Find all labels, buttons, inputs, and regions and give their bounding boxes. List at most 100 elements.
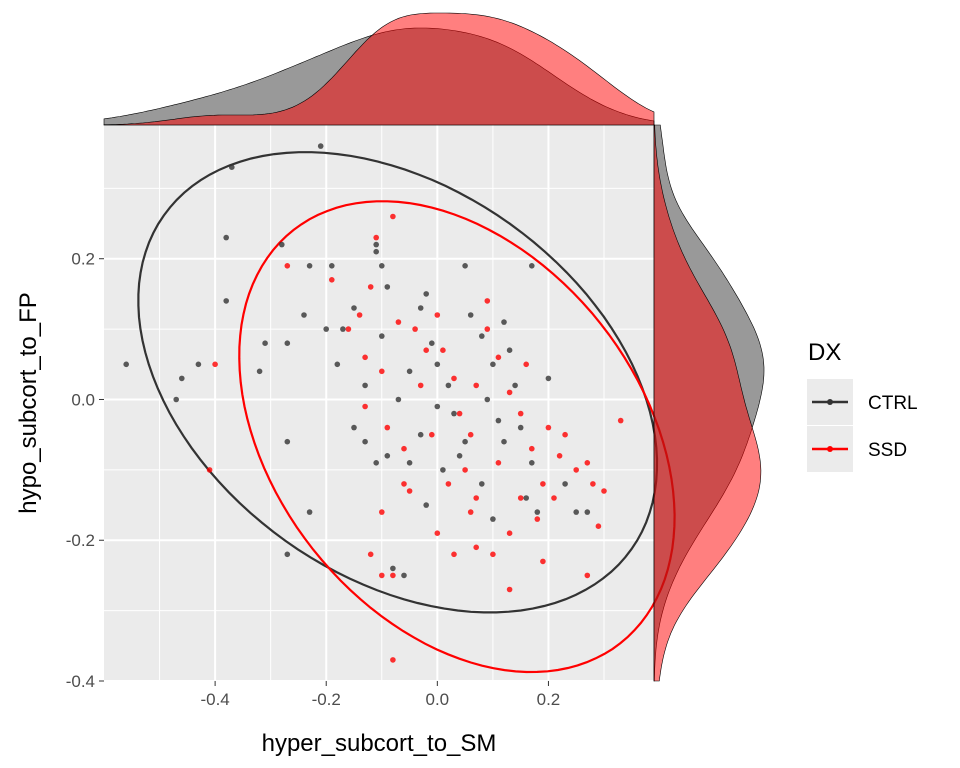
point-ctrl: [362, 438, 368, 445]
point-ctrl: [334, 361, 341, 368]
point-ssd: [401, 445, 407, 452]
point-ctrl: [501, 438, 507, 445]
point-ssd: [390, 572, 396, 579]
point-ssd: [390, 213, 396, 220]
grid-lines: [104, 125, 654, 682]
point-ssd: [445, 481, 452, 487]
point-ssd: [529, 445, 535, 452]
point-ctrl: [384, 453, 391, 459]
point-ctrl: [495, 417, 502, 424]
point-ssd: [284, 263, 291, 269]
point-ssd: [390, 657, 396, 663]
point-ctrl: [384, 284, 391, 290]
point-ssd: [556, 453, 563, 459]
y-tick-label: -0.4: [66, 672, 95, 691]
point-ssd: [595, 523, 602, 529]
point-ssd: [484, 326, 491, 332]
point-ssd: [345, 326, 352, 332]
point-ctrl: [523, 495, 529, 501]
point-ctrl: [434, 403, 441, 410]
x-tick-label: -0.2: [312, 690, 341, 709]
point-ssd: [362, 354, 368, 361]
point-ssd: [517, 495, 524, 501]
point-ssd: [495, 354, 502, 361]
point-ctrl: [362, 382, 368, 389]
point-ctrl: [456, 453, 463, 459]
point-ctrl: [529, 263, 535, 269]
point-ctrl: [434, 361, 441, 368]
legend: DX CTRL SSD: [807, 339, 918, 472]
point-ssd: [562, 431, 568, 438]
point-ctrl: [545, 375, 552, 382]
point-ssd: [367, 551, 374, 558]
point-ssd: [206, 467, 213, 473]
x-axis: -0.4 -0.2 0.0 0.2: [200, 681, 560, 709]
point-ctrl: [417, 305, 424, 311]
point-ctrl: [379, 263, 385, 269]
plot-panel-background: [104, 125, 654, 681]
point-ssd: [429, 431, 435, 438]
point-ssd: [406, 488, 413, 494]
top-marginal-density: [103, 12, 655, 126]
point-ssd: [379, 368, 385, 375]
point-ctrl: [462, 438, 468, 445]
point-ctrl: [351, 424, 357, 431]
point-ssd: [506, 530, 513, 536]
x-axis-title: hyper_subcort_to_SM: [262, 730, 497, 757]
point-ssd: [401, 481, 407, 487]
y-axis-title: hypo_subcort_to_FP: [15, 292, 42, 513]
point-ctrl: [229, 164, 235, 170]
point-ctrl: [573, 509, 579, 515]
point-ctrl: [529, 460, 535, 466]
point-ssd: [423, 347, 430, 354]
point-ssd: [490, 551, 496, 558]
right-marginal-density: [653, 124, 765, 682]
point-ssd: [473, 382, 480, 389]
point-ctrl: [423, 291, 430, 297]
scatter-points: [123, 143, 624, 663]
point-ctrl: [451, 410, 457, 417]
right-density-ssd: [653, 124, 762, 682]
point-ctrl: [306, 509, 313, 515]
legend-title: DX: [808, 339, 841, 366]
point-ctrl: [373, 460, 380, 466]
ellipse-ctrl: [137, 151, 659, 614]
point-ssd: [545, 424, 552, 431]
point-ssd: [534, 516, 541, 522]
point-ctrl: [490, 516, 496, 522]
point-ctrl: [373, 241, 380, 248]
point-ctrl: [423, 502, 430, 508]
point-ssd: [440, 347, 446, 354]
x-tick-label: 0.0: [426, 690, 450, 709]
point-ctrl: [301, 312, 307, 318]
point-ssd: [356, 312, 363, 318]
point-ssd: [379, 509, 385, 515]
point-ssd: [373, 234, 380, 241]
point-ctrl: [195, 361, 202, 368]
point-ctrl: [373, 248, 380, 255]
point-ssd: [506, 389, 513, 396]
point-ctrl: [256, 368, 263, 375]
point-ssd: [329, 277, 335, 283]
point-ssd: [362, 403, 368, 410]
legend-key-ctrl-point: [827, 399, 833, 405]
point-ssd: [540, 481, 546, 487]
point-ctrl: [123, 361, 129, 368]
point-ssd: [451, 375, 457, 382]
point-ctrl: [329, 263, 335, 269]
point-ctrl: [584, 509, 591, 515]
y-tick-label: 0.0: [71, 390, 95, 409]
point-ctrl: [284, 551, 291, 558]
point-ssd: [506, 586, 513, 593]
point-ctrl: [351, 305, 357, 311]
point-ctrl: [517, 424, 524, 431]
point-ssd: [590, 481, 596, 487]
y-axis: -0.4 -0.2 0.0 0.2: [66, 250, 104, 691]
point-ctrl: [440, 467, 446, 473]
point-ctrl: [223, 298, 229, 304]
top-density-ssd: [103, 12, 655, 126]
point-ssd: [523, 361, 529, 368]
point-ssd: [584, 460, 591, 466]
point-ssd: [573, 467, 579, 473]
